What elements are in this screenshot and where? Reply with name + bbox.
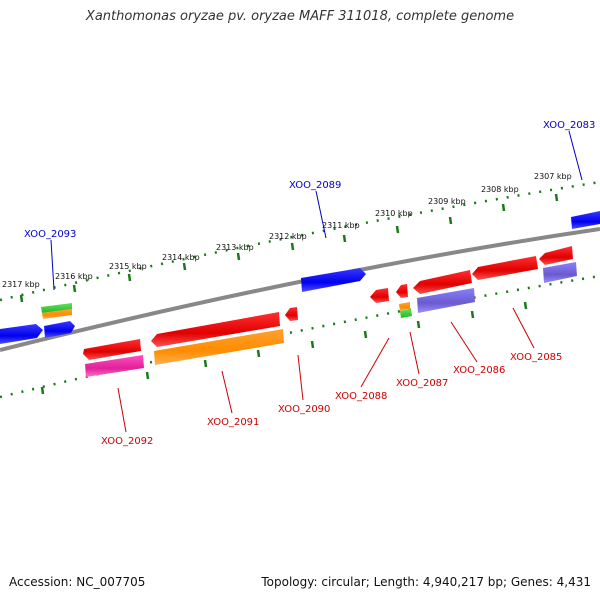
kbp-tick [145, 371, 150, 380]
gene-arrow[interactable] [396, 284, 408, 298]
label-leader [409, 331, 420, 375]
label-leader [117, 387, 127, 433]
gene-arrow[interactable] [285, 307, 298, 321]
gene-arrow[interactable] [44, 321, 75, 338]
gene-arrow[interactable] [571, 211, 600, 229]
kbp-tick [310, 340, 315, 349]
label-leader [50, 239, 55, 291]
label-leader [360, 337, 390, 388]
gene-arrow[interactable] [370, 288, 389, 303]
kbp-tick [203, 359, 208, 368]
kbp-tick [448, 216, 453, 225]
label-leader [315, 190, 327, 239]
kbp-tick [290, 242, 295, 251]
label-leader [221, 370, 233, 414]
gene-arrow[interactable] [154, 329, 284, 365]
kbp-tick [554, 193, 559, 202]
label-leader [512, 307, 535, 349]
accession-text: Accession: NC_007705 [9, 575, 146, 589]
kbp-tick [236, 252, 241, 261]
gene-arrow[interactable] [83, 339, 141, 360]
kbp-tick [72, 284, 77, 293]
gene-arrow[interactable] [472, 256, 538, 280]
kbp-tick [256, 349, 261, 358]
kbp-label: 2312 kbp [269, 232, 307, 241]
gene-label[interactable]: XOO_2083 [543, 120, 595, 131]
kbp-tick [342, 234, 347, 243]
reverse-strand-track [0, 274, 600, 399]
gene-arrow[interactable] [539, 246, 573, 265]
gene-arrow[interactable] [417, 288, 475, 313]
gene-label[interactable]: XOO_2092 [101, 436, 153, 447]
gene-arrow[interactable] [0, 324, 43, 344]
gene-arrow[interactable] [543, 262, 577, 283]
kbp-tick [523, 301, 528, 310]
kbp-tick [182, 262, 187, 271]
gene-arrow[interactable] [400, 309, 412, 318]
kbp-label: 2315 kbp [109, 262, 147, 271]
gene-arrow[interactable] [151, 312, 280, 347]
gene-label[interactable]: XOO_2089 [289, 180, 341, 191]
kbp-label: 2309 kbp [428, 197, 466, 206]
gene-label[interactable]: XOO_2088 [335, 391, 387, 402]
label-leader [568, 130, 583, 181]
genome-backbone [0, 227, 600, 352]
gene-arrow[interactable] [301, 268, 366, 292]
gene-arrow[interactable] [413, 270, 472, 294]
kbp-label: 2317 kbp [2, 280, 40, 289]
kbp-tick [127, 273, 132, 282]
gene-arrow[interactable] [42, 309, 72, 319]
gene-arrow[interactable] [41, 303, 72, 313]
gene-label[interactable]: XOO_2093 [24, 229, 76, 240]
gene-arrow[interactable] [85, 355, 144, 377]
kbp-tick [416, 320, 421, 329]
kbp-tick [19, 294, 24, 303]
gene-label[interactable]: XOO_2090 [278, 404, 330, 415]
kbp-label: 2310 kbp [375, 209, 413, 218]
gene-arrow[interactable] [399, 302, 410, 311]
map-title: Xanthomonas oryzae pv. oryzae MAFF 31101… [85, 9, 515, 24]
kbp-label: 2307 kbp [534, 172, 572, 181]
kbp-label: 2308 kbp [481, 185, 519, 194]
gene-label[interactable]: XOO_2087 [396, 378, 448, 389]
kbp-tick [363, 330, 368, 339]
gene-label[interactable]: XOO_2091 [207, 417, 259, 428]
kbp-label: 2311 kbp [322, 221, 360, 230]
kbp-tick [501, 203, 506, 212]
genome-summary-text: Topology: circular; Length: 4,940,217 bp… [261, 575, 591, 589]
kbp-label: 2314 kbp [162, 253, 200, 262]
label-leader [297, 354, 304, 401]
gene-label[interactable]: XOO_2086 [453, 365, 505, 376]
kbp-tick [395, 225, 400, 234]
label-leader [450, 321, 478, 363]
gene-label[interactable]: XOO_2085 [510, 352, 562, 363]
kbp-label: 2316 kbp [55, 272, 93, 281]
kbp-label: 2313 kbp [216, 243, 254, 252]
kbp-tick [470, 310, 475, 319]
kbp-tick [40, 386, 45, 395]
